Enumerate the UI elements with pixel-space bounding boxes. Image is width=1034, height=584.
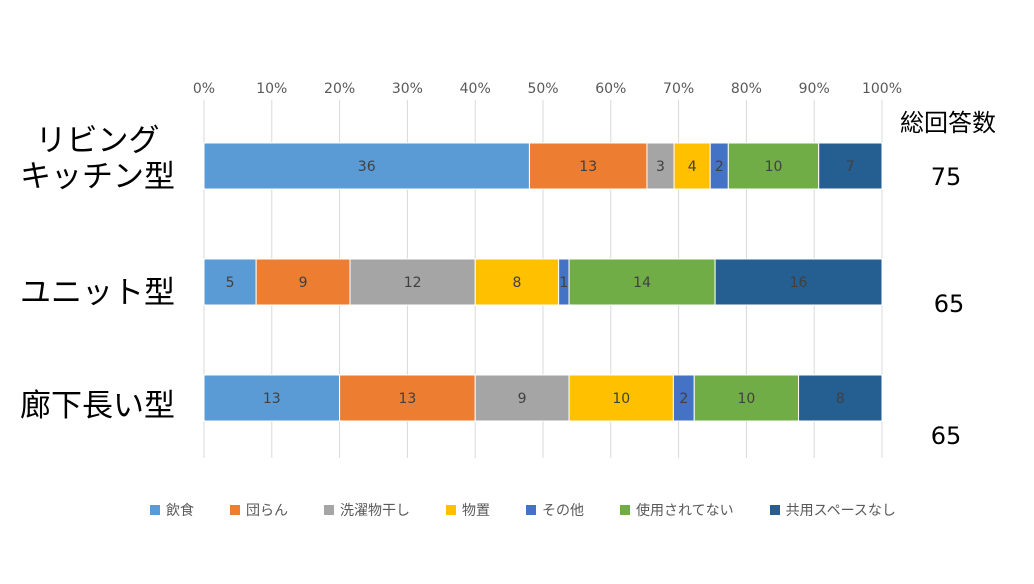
data-label: 16: [790, 275, 808, 291]
x-tick-label: 0%: [193, 81, 215, 97]
data-label: 10: [737, 391, 755, 407]
x-tick-label: 20%: [324, 81, 355, 97]
legend-label: 物置: [462, 503, 490, 519]
data-label: 1: [559, 275, 568, 291]
data-label: 14: [633, 275, 651, 291]
bar-segment: [568, 258, 716, 306]
legend-item: 飲食: [150, 500, 194, 520]
legend-item: その他: [526, 500, 584, 520]
x-tick-label: 10%: [256, 81, 287, 97]
x-tick-label: 90%: [799, 81, 830, 97]
legend-item: 使用されてない: [620, 500, 734, 520]
total-value-row1: 75: [930, 163, 962, 191]
legend-label: 洗濯物干し: [340, 503, 410, 519]
x-tick-label: 40%: [460, 81, 491, 97]
data-label: 36: [358, 159, 376, 175]
x-tick-label: 70%: [663, 81, 694, 97]
data-label: 10: [765, 159, 783, 175]
bar-segment: [203, 374, 341, 422]
data-label: 13: [398, 391, 416, 407]
category-label-line1: リビング: [35, 123, 160, 159]
bar-segment: [818, 142, 883, 190]
bar-segment: [203, 142, 530, 190]
bar-segment: [255, 258, 351, 306]
data-label: 12: [404, 275, 422, 291]
bar-segment: [798, 374, 883, 422]
data-label: 2: [715, 159, 724, 175]
total-responses-header: 総回答数: [900, 109, 996, 137]
x-tick-label: 60%: [595, 81, 626, 97]
category-label-line2: キッチン型: [20, 159, 175, 195]
legend-label: 共用スペースなし: [785, 503, 896, 519]
data-label: 7: [846, 159, 855, 175]
data-label: 8: [512, 275, 521, 291]
x-tick-label: 80%: [731, 81, 762, 97]
bar-segment: [474, 374, 570, 422]
legend-item: 物置: [446, 500, 490, 520]
legend-swatch: [620, 505, 630, 515]
legend-label: 団らん: [246, 503, 288, 519]
data-label: 2: [679, 391, 688, 407]
data-label: 8: [836, 391, 845, 407]
chart-legend: 飲食 団らん 洗濯物干し 物置 その他 使用されてない 共用スペースなし: [150, 497, 1030, 523]
legend-label: 使用されてない: [636, 503, 734, 519]
data-label: 4: [688, 159, 697, 175]
bar-segment: [568, 374, 674, 422]
legend-swatch: [769, 505, 780, 515]
legend-swatch: [230, 505, 240, 515]
legend-item: 共用スペースなし: [769, 500, 896, 520]
data-label: 3: [656, 159, 665, 175]
x-tick-label: 30%: [392, 81, 423, 97]
bar-segment: [727, 142, 820, 190]
legend-swatch: [150, 505, 160, 515]
data-label: 5: [226, 275, 235, 291]
data-label: 9: [518, 391, 527, 407]
legend-item: 洗濯物干し: [324, 500, 410, 520]
legend-swatch: [324, 505, 334, 515]
data-label: 13: [263, 391, 281, 407]
bar-segment: [339, 374, 476, 422]
total-value-row3: 65: [930, 422, 962, 450]
data-label: 10: [612, 391, 630, 407]
bar-segment: [714, 258, 883, 306]
total-value-row2: 65: [933, 290, 965, 318]
legend-label: その他: [542, 503, 584, 519]
category-label-living-kitchen: リビング キッチン型: [10, 123, 185, 195]
data-label: 13: [579, 159, 597, 175]
legend-swatch: [446, 505, 456, 515]
x-tick-label: 50%: [527, 81, 558, 97]
bar-segment: [349, 258, 476, 306]
category-label-long-corridor: 廊下長い型: [20, 388, 175, 424]
data-label: 9: [299, 275, 308, 291]
legend-item: 団らん: [230, 500, 288, 520]
legend-swatch: [526, 505, 536, 515]
legend-label: 飲食: [166, 503, 194, 519]
category-label-unit: ユニット型: [20, 275, 175, 311]
x-tick-label: 100%: [862, 81, 902, 97]
bar-segment: [693, 374, 800, 422]
